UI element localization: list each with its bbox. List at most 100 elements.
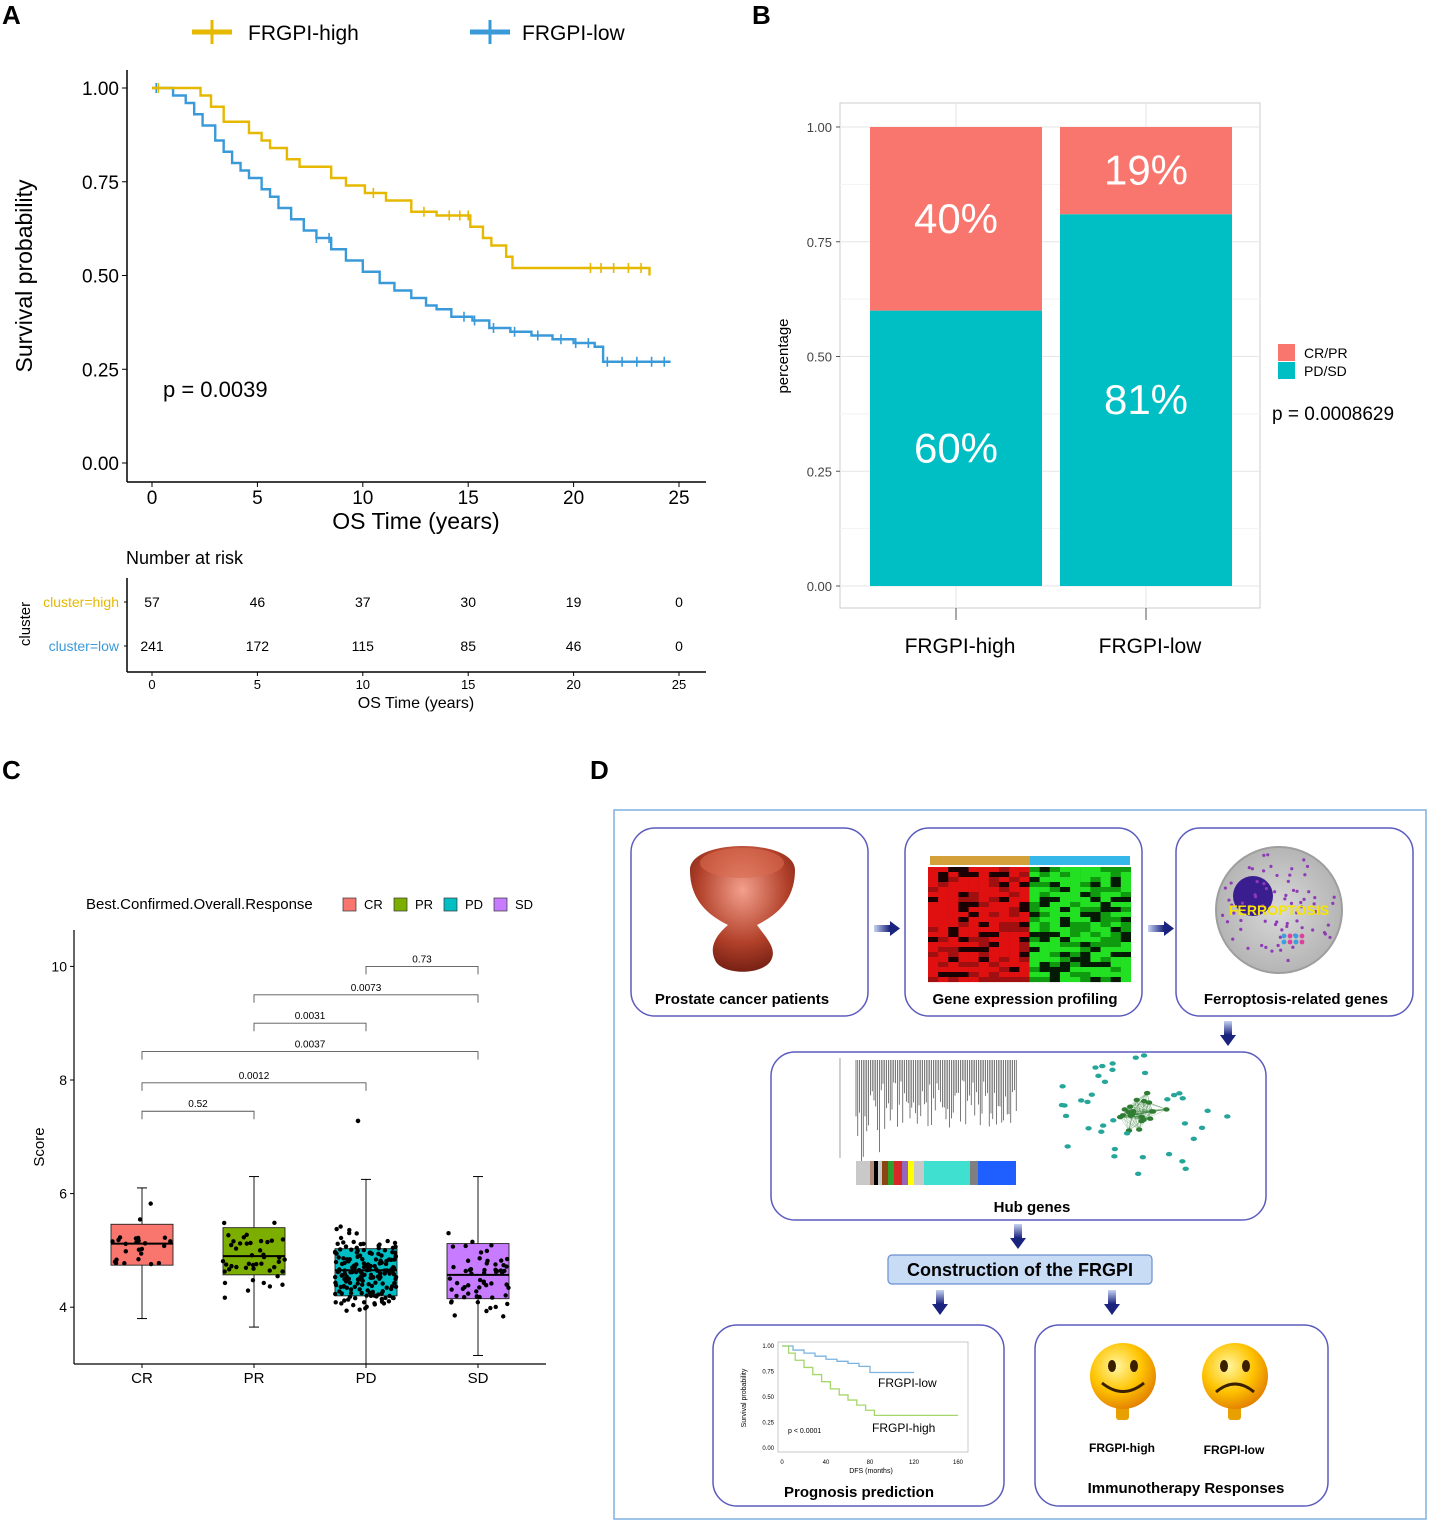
data-point	[505, 1301, 510, 1307]
data-point	[148, 1261, 154, 1267]
data-point	[366, 1267, 371, 1272]
network-node	[1110, 1118, 1117, 1123]
heatmap-cell	[1100, 892, 1111, 898]
module-color	[902, 1161, 908, 1185]
iron-dot	[1295, 911, 1299, 915]
bar-stacks: 60% 40% 81% 19%	[870, 127, 1232, 586]
heatmap-cell	[958, 972, 969, 978]
heatmap-cell	[938, 882, 949, 888]
heatmap-cell	[978, 922, 989, 928]
heatmap-cell	[938, 957, 949, 963]
network-node	[1146, 1116, 1154, 1121]
heatmap-cell	[988, 882, 1000, 888]
heatmap-cell	[1110, 912, 1121, 918]
heatmap-cell	[1100, 977, 1111, 983]
heatmap-cell	[978, 957, 989, 963]
heatmap-cell	[1049, 877, 1060, 883]
module-color	[882, 1161, 888, 1185]
data-point	[351, 1239, 356, 1245]
iron-dot	[1286, 879, 1290, 883]
heatmap-cell	[1100, 872, 1111, 878]
heatmap-cell	[1009, 957, 1020, 963]
iron-dot	[1280, 928, 1284, 932]
step-construction-box	[887, 1254, 1153, 1285]
heatmap-cell	[1049, 872, 1060, 878]
heatmap-cell	[978, 897, 989, 903]
heatmap-cell	[1009, 882, 1020, 888]
data-point	[136, 1257, 141, 1262]
network-node	[1182, 1166, 1189, 1171]
network-node	[1135, 1127, 1143, 1132]
heatmap-cell	[938, 967, 949, 973]
heatmap-cell	[1029, 947, 1040, 953]
step-construction-label: Construction of the FRGPI	[907, 1260, 1133, 1280]
sad-mouth	[1215, 1382, 1255, 1394]
heatmap-cell	[1120, 922, 1132, 928]
heatmap-cell	[958, 952, 969, 958]
module-color	[874, 1161, 878, 1185]
data-point	[371, 1275, 376, 1280]
data-point	[221, 1220, 227, 1226]
bracket-pvalue: 0.73	[412, 954, 432, 965]
heatmap-cell	[1039, 892, 1050, 898]
data-point	[393, 1244, 398, 1249]
mini-y-tick-label: 1.00	[762, 1344, 774, 1350]
heatmap-cell	[978, 887, 989, 893]
module-color	[894, 1161, 902, 1185]
heatmap-cell	[1019, 972, 1030, 978]
heatmap-cell	[1009, 972, 1020, 978]
heatmap-cell	[1070, 927, 1081, 933]
iron-dot	[1302, 897, 1306, 901]
heatmap-cell	[1049, 902, 1060, 908]
network-node	[1098, 1129, 1105, 1134]
risk-row-label-high: cluster=high	[43, 594, 119, 610]
heatmap-cell	[928, 922, 939, 928]
bracket-line	[141, 1110, 255, 1120]
heatmap-cell	[928, 902, 939, 908]
heatmap-cell	[1120, 902, 1132, 908]
heatmap-cell	[1009, 872, 1020, 878]
data-point	[372, 1302, 377, 1307]
heatmap-cell	[1110, 967, 1121, 973]
heatmap-cell	[948, 912, 959, 918]
heatmap-cell	[978, 917, 989, 923]
heatmap-cell	[1100, 967, 1111, 973]
heatmap-cell	[1070, 937, 1081, 943]
data-point	[352, 1296, 358, 1301]
network-node	[1140, 1117, 1147, 1123]
module-color	[888, 1161, 894, 1185]
heatmap-cell	[1019, 967, 1030, 973]
legend-swatch-crpr	[1278, 344, 1295, 361]
heatmap-cell	[1009, 962, 1020, 968]
heatmap-cell	[1059, 912, 1071, 918]
heatmap-cell	[1080, 942, 1091, 948]
heatmap-cell	[948, 917, 959, 923]
heatmap-cell	[1090, 922, 1101, 928]
heatmap-cell	[968, 937, 979, 943]
iron-dot	[1302, 858, 1306, 862]
data-point	[382, 1268, 387, 1273]
data-point	[276, 1255, 282, 1260]
heatmap-cell	[1070, 947, 1081, 953]
data-point	[244, 1241, 250, 1246]
heatmap-cell	[1080, 952, 1091, 958]
boxplot-SD	[446, 1176, 511, 1356]
network-node	[1121, 1107, 1128, 1112]
heatmap-cell	[1029, 882, 1040, 888]
heatmap-cell	[1120, 942, 1132, 948]
data-point	[360, 1256, 365, 1262]
heatmap-cell	[1019, 907, 1030, 913]
sad-face-icon	[1202, 1343, 1268, 1409]
heatmap-cell	[1070, 952, 1081, 958]
km-x-tick-label: 0	[147, 488, 158, 509]
step-hub-genes-box	[770, 1051, 1267, 1221]
data-point	[484, 1308, 489, 1314]
heatmap-cell	[948, 967, 959, 973]
arrow-shaft	[874, 925, 890, 932]
heatmap-cell	[1070, 962, 1081, 968]
heatmap-cell	[1080, 867, 1091, 873]
data-point	[339, 1272, 345, 1278]
heatmap-cell	[1019, 872, 1030, 878]
arrow-head	[890, 921, 900, 936]
heatmap-cell	[988, 907, 1000, 913]
